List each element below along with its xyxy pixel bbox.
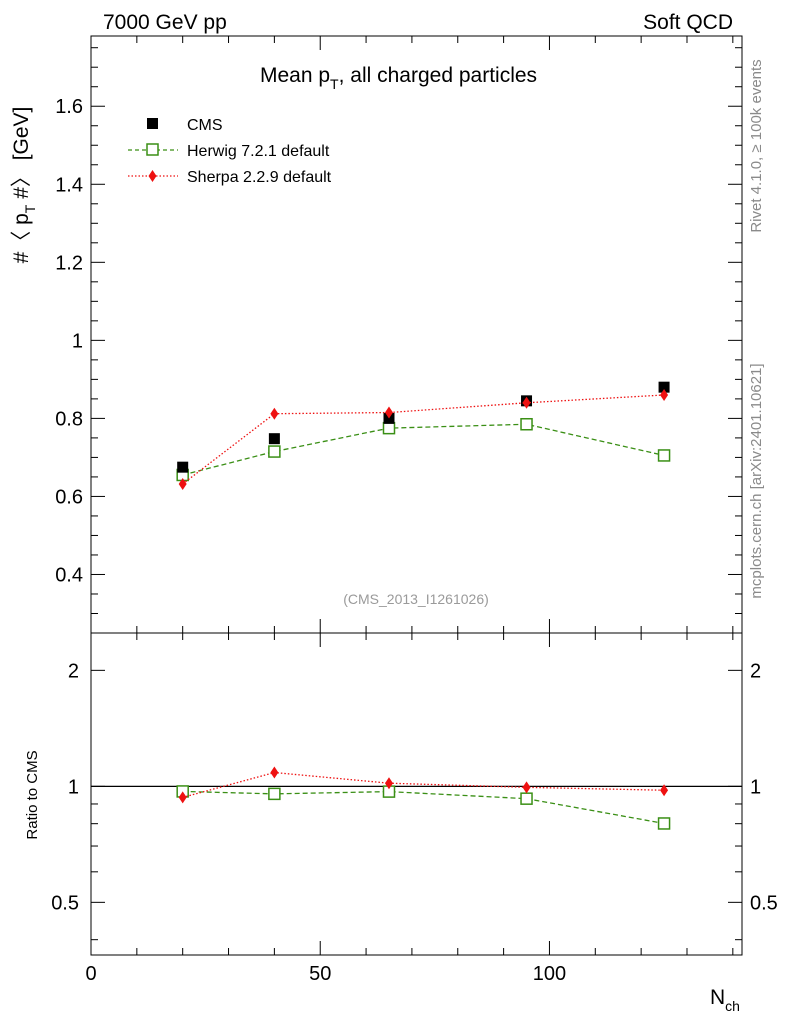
ratio-y-tick-label-left: 1 — [68, 776, 79, 798]
ratio-y-tick-label-right: 2 — [750, 660, 761, 682]
y-tick-label: 1.2 — [55, 252, 83, 274]
y-tick-label: 0.6 — [55, 486, 83, 508]
ratio-herwig-point — [520, 792, 533, 805]
ratio-y-tick-label-left: 0.5 — [51, 892, 79, 914]
herwig-point — [268, 445, 281, 458]
x-axis-label: Nch — [710, 986, 740, 1014]
y-tick-label: 0.4 — [55, 564, 83, 586]
ratio-sherpa-point — [270, 766, 279, 779]
sherpa-point — [660, 388, 669, 401]
main-panel-data — [176, 381, 671, 490]
ratio-panel-data — [176, 766, 671, 830]
ratio-panel-frame — [90, 632, 743, 956]
legend-marker-cms — [147, 118, 158, 129]
ratio-sherpa-point — [178, 791, 187, 804]
side-text-rivet: Rivet 4.1.0, ≥ 100k events — [748, 59, 765, 232]
legend: CMS Herwig 7.2.1 default Sherpa 2.2.9 de… — [128, 117, 332, 186]
y-tick-label: 1.4 — [55, 174, 83, 196]
main-panel-ticks: 0.4 0.6 0.8 1 1.2 1.4 1.6 — [55, 36, 742, 634]
cms-point — [177, 461, 189, 473]
ratio-y-tick-label-right: 1 — [750, 776, 761, 798]
ratio-herwig-point — [268, 787, 281, 801]
header-right: Soft QCD — [643, 11, 733, 34]
herwig-line — [182, 423, 665, 476]
cms-point — [658, 381, 670, 393]
main-y-axis-label: #〈 pT #〉 [GeV] — [10, 107, 38, 264]
legend-label-cms: CMS — [187, 117, 223, 134]
legend-marker-herwig — [146, 143, 159, 156]
ratio-y-tick-label-left: 2 — [68, 660, 79, 682]
herwig-point — [657, 449, 671, 462]
legend-label-herwig: Herwig 7.2.1 default — [187, 143, 330, 160]
legend-marker-sherpa — [148, 170, 157, 182]
sherpa-line — [182, 394, 665, 485]
main-title: Mean pT, all charged particles — [260, 64, 537, 92]
sherpa-point — [178, 477, 187, 490]
ratio-sherpa-point — [522, 781, 531, 794]
x-tick-label: 0 — [85, 963, 96, 985]
side-text-mcplots: mcplots.cern.ch [arXiv:2401.10621] — [748, 363, 765, 598]
herwig-point — [382, 421, 396, 435]
sherpa-point — [384, 406, 393, 419]
analysis-watermark: (CMS_2013_I1261026) — [343, 591, 489, 607]
y-tick-label: 1 — [72, 330, 83, 352]
legend-label-sherpa: Sherpa 2.2.9 default — [187, 169, 332, 186]
ratio-herwig-point — [657, 817, 671, 830]
x-tick-label: 50 — [309, 963, 331, 985]
y-tick-label: 0.8 — [55, 408, 83, 430]
ratio-y-axis-label: Ratio to CMS — [24, 750, 41, 839]
header-left: 7000 GeV pp — [103, 11, 227, 34]
ratio-sherpa-point — [660, 784, 669, 797]
ratio-y-tick-label-right: 0.5 — [750, 892, 778, 914]
ratio-sherpa-point — [384, 777, 393, 790]
ratio-herwig-line — [182, 790, 665, 825]
sherpa-point — [270, 407, 279, 420]
cms-point — [268, 433, 280, 445]
y-tick-label: 1.6 — [55, 96, 83, 118]
sherpa-point — [522, 396, 531, 409]
x-tick-label: 100 — [533, 963, 566, 985]
herwig-point — [520, 417, 533, 431]
ratio-panel-ticks: 0.5 0.5 1 1 2 2 0 50 100 — [51, 633, 778, 985]
